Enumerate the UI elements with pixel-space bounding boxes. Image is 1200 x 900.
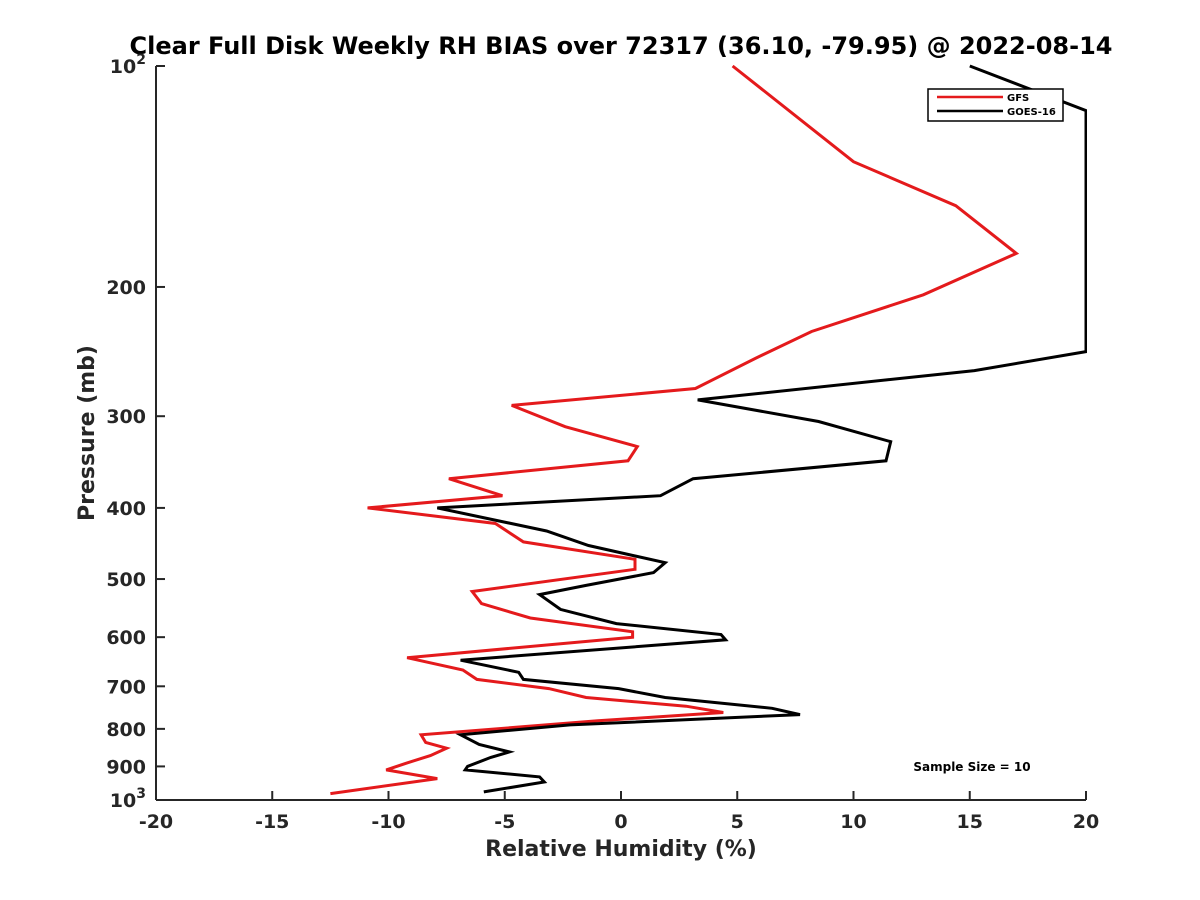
y-tick-label: 103 (110, 786, 146, 812)
y-tick-label: 600 (106, 627, 146, 649)
sample-size-annotation: Sample Size = 10 (913, 760, 1030, 774)
legend: GFS GOES-16 (927, 88, 1064, 122)
x-tick-label: -20 (139, 811, 173, 833)
y-tick-label: 300 (106, 406, 146, 428)
y-axis-label: Pressure (mb) (75, 345, 100, 521)
x-tick-label: -5 (494, 811, 515, 833)
x-tick-label: 0 (614, 811, 627, 833)
x-ticks: -20 -15 -10 -5 0 5 10 15 20 (139, 791, 1099, 833)
legend-label-gfs: GFS (1007, 93, 1029, 104)
y-tick-label: 200 (106, 277, 146, 299)
y-tick-label: 800 (106, 719, 146, 741)
x-tick-label: 20 (1073, 811, 1099, 833)
series-line-gfs (330, 64, 1020, 796)
legend-label-goes16: GOES-16 (1007, 107, 1056, 118)
series-group (330, 64, 1087, 796)
y-tick-label: 102 (110, 52, 146, 78)
x-axis-label: Relative Humidity (%) (485, 837, 757, 862)
y-ticks: 102 200 300 400 500 600 700 800 900 103 (106, 52, 165, 812)
x-tick-label: 15 (957, 811, 983, 833)
x-tick-label: 5 (731, 811, 744, 833)
x-tick-label: 10 (840, 811, 866, 833)
x-tick-label: -10 (371, 811, 405, 833)
legend-box (927, 88, 1064, 122)
y-tick-label: 900 (106, 756, 146, 778)
x-tick-label: -15 (255, 811, 289, 833)
y-tick-label: 400 (106, 498, 146, 520)
y-tick-label: 700 (106, 676, 146, 698)
series-line-goes16 (436, 64, 1087, 794)
y-tick-label: 500 (106, 569, 146, 591)
chart-title: Clear Full Disk Weekly RH BIAS over 7231… (130, 32, 1113, 60)
